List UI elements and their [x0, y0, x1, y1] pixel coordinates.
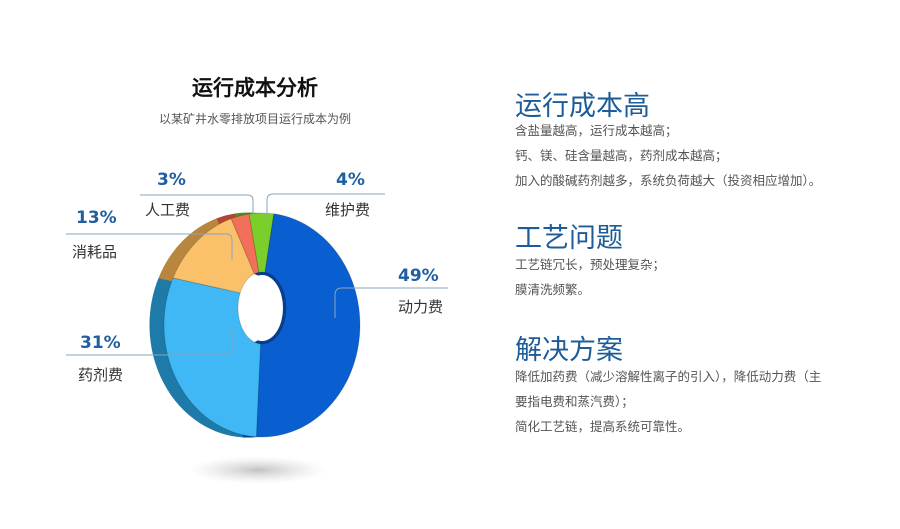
leader-line-labor [140, 194, 254, 216]
leader-line-dynamic [334, 287, 448, 318]
section-body-solution: 降低加药费（减少溶解性离子的引入），降低动力费（主 要指电费和蒸汽费）； 简化工… [515, 364, 821, 439]
section-heading-process: 工艺问题 [515, 223, 623, 254]
text-line: 工艺链冗长，预处理复杂； [515, 257, 666, 272]
data-label-consumables: 消耗品 [72, 243, 118, 261]
donut-hole [241, 275, 283, 341]
section-body-process: 工艺链冗长，预处理复杂； 膜清洗频繁。 [515, 252, 665, 302]
slice-动力费 [255, 213, 361, 438]
chart-subtitle: 以某矿井水零排放项目运行成本为例 [158, 112, 351, 126]
data-label-dynamic-pct: 49% [398, 266, 439, 286]
data-label-consumables-pct: 13% [76, 208, 117, 228]
data-label-maintenance-pct: 4% [336, 170, 365, 190]
section-heading-solution: 解决方案 [515, 335, 623, 366]
section-heading-high-cost: 运行成本高 [515, 91, 650, 122]
slice-消耗品 [172, 218, 256, 294]
leader-line-chemical [66, 330, 233, 356]
slice-药剂费 [163, 277, 262, 438]
section-body-high-cost: 含盐量越高，运行成本越高； 钙、镁、硅含量越高，药剂成本越高； 加入的酸碱药剂越… [515, 118, 821, 193]
chart-shadow [188, 456, 328, 484]
leader-line-maintenance [266, 193, 385, 218]
text-line: 简化工艺链，提高系统可靠性。 [515, 419, 691, 434]
text-line: 要指电费和蒸汽费）； [515, 394, 634, 409]
text-line: 钙、镁、硅含量越高，药剂成本越高； [515, 148, 728, 163]
chart-title: 运行成本分析 [192, 76, 318, 100]
text-line: 膜清洗频繁。 [515, 282, 591, 297]
data-label-dynamic: 动力费 [398, 298, 444, 316]
slice-维护费 [248, 212, 275, 273]
data-label-chemical: 药剂费 [78, 366, 124, 384]
slice-人工费 [230, 213, 260, 275]
text-line: 降低加药费（减少溶解性离子的引入），降低动力费（主 [515, 369, 822, 384]
text-line: 加入的酸碱药剂越多，系统负荷越大（投资相应增加）。 [515, 173, 822, 188]
data-label-chemical-pct: 31% [80, 333, 121, 353]
text-line: 含盐量越高，运行成本越高； [515, 123, 678, 138]
data-label-labor-pct: 3% [157, 170, 186, 190]
leader-line-consumables [66, 233, 233, 260]
data-label-labor: 人工费 [145, 201, 191, 219]
data-label-maintenance: 维护费 [325, 201, 371, 219]
